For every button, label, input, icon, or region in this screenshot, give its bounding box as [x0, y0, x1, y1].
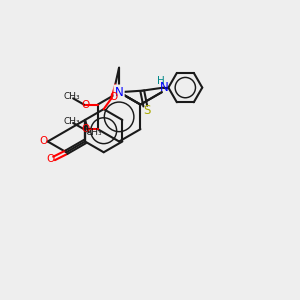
- Text: O: O: [81, 124, 90, 134]
- Text: CH₃: CH₃: [85, 128, 102, 137]
- Text: O: O: [40, 136, 48, 146]
- Text: CH₃: CH₃: [63, 117, 80, 126]
- Text: O: O: [81, 100, 90, 110]
- Text: N: N: [159, 81, 168, 94]
- Text: CH₃: CH₃: [63, 92, 80, 101]
- Text: H: H: [157, 76, 165, 86]
- Text: O: O: [110, 92, 118, 102]
- Text: N: N: [115, 86, 124, 99]
- Text: O: O: [47, 154, 55, 164]
- Text: S: S: [143, 104, 151, 117]
